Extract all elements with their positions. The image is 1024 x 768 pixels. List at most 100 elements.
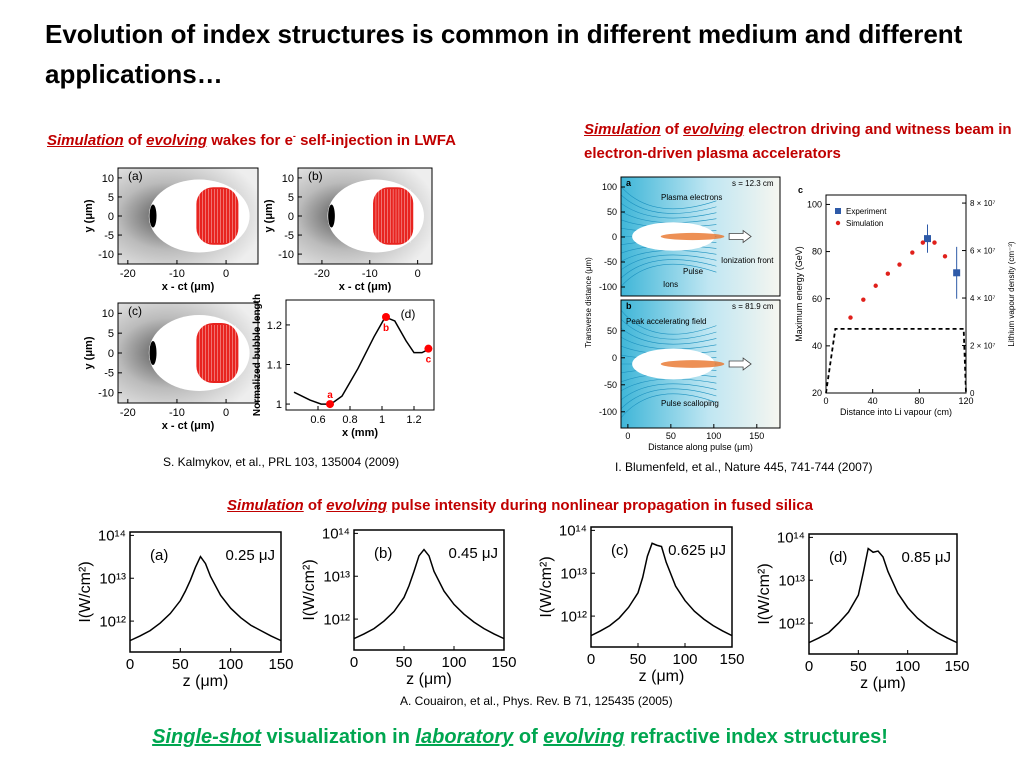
x-tick-label: 0	[223, 268, 229, 280]
x-axis-label: x (mm)	[342, 427, 378, 439]
citation: A. Couairon, et al., Phys. Rev. B 71, 12…	[400, 694, 673, 708]
electron-trajectory	[620, 250, 717, 262]
x-tick-label: 0	[126, 656, 134, 673]
y-tick-label: 1.1	[267, 359, 282, 371]
x-tick-label: 0.8	[342, 414, 357, 426]
x-tick-label: 120	[958, 396, 973, 406]
y-axis-label: Transverse distance (μm)	[584, 257, 593, 348]
y-tick-label: 0	[612, 353, 617, 363]
y-axis-label: I(W/cm²)	[756, 563, 773, 624]
panel-annotation: (a)	[150, 547, 168, 564]
y-tick-label: 60	[812, 294, 822, 304]
y-tick-label: 10¹⁴	[559, 523, 587, 540]
y2-tick-label: 2 × 10⁷	[970, 342, 995, 351]
y-axis-label: I(W/cm²)	[77, 561, 94, 622]
y-tick-label: 0	[612, 232, 617, 242]
heading-part: -	[292, 131, 296, 141]
point-label: b	[383, 323, 389, 334]
footer-part: refractive index structures!	[624, 726, 888, 748]
slide-title: Evolution of index structures is common …	[45, 19, 963, 89]
y-tick-label: 10¹³	[99, 570, 126, 587]
electron-trajectory	[620, 202, 717, 219]
panel-annotation: 0.45 μJ	[448, 545, 498, 562]
data-point	[924, 235, 931, 243]
x-tick-label: 100	[672, 651, 697, 668]
x-tick-label: 150	[491, 654, 516, 671]
y-axis-label: Maximum energy (GeV)	[794, 246, 804, 342]
y-axis-label: y (μm)	[83, 199, 95, 232]
series-line	[353, 548, 505, 640]
electron-trajectory	[620, 254, 717, 271]
y-tick-label: 10	[102, 173, 114, 185]
panel-annotation: s = 81.9 cm	[732, 302, 774, 311]
data-point	[873, 283, 878, 288]
figure-heading: Simulation of evolving wakes for e- self…	[47, 124, 527, 153]
plot-frame	[808, 533, 958, 655]
data-point	[942, 254, 948, 259]
x-tick-label: 0	[350, 654, 358, 671]
panel-annotation: s = 12.3 cm	[732, 179, 774, 188]
y-tick-label: 1	[276, 399, 282, 411]
y-tick-label: 20	[812, 388, 822, 398]
panel-annotation: Pulse scalloping	[661, 399, 719, 408]
heading-part: self-injection in LWFA	[295, 132, 456, 149]
series-line	[293, 316, 431, 405]
footer-part: Single-shot	[152, 726, 261, 748]
heading-part: electron driving and witness beam in ele…	[584, 121, 1012, 162]
x-tick-label: -20	[120, 268, 136, 280]
y-tick-label: 100	[602, 182, 617, 192]
density-spike	[328, 204, 335, 228]
y-tick-label: 5	[288, 192, 294, 204]
y-tick-label: 10¹⁴	[98, 528, 126, 545]
figure-heading: Simulation of evolving electron driving …	[584, 118, 1014, 166]
y-axis-label: y (μm)	[83, 336, 95, 369]
y-axis-label: I(W/cm²)	[538, 556, 555, 617]
panel-annotation: Ionization front	[721, 256, 774, 265]
x-tick-label: 50	[172, 656, 189, 673]
electron-trajectory	[620, 211, 717, 223]
x-axis-label: z (μm)	[406, 671, 452, 688]
data-point	[885, 271, 891, 276]
panel-annotation: (c)	[128, 304, 142, 318]
figure-heading: Simulation of evolving pulse intensity d…	[0, 494, 1024, 518]
y-tick-label: 1.2	[267, 320, 282, 332]
x-tick-label: -10	[362, 268, 378, 280]
point-label: a	[327, 390, 333, 401]
x-tick-label: 150	[749, 431, 764, 441]
x-tick-label: 80	[914, 396, 924, 406]
legend-label: Simulation	[846, 219, 883, 228]
x-tick-label: 40	[868, 396, 878, 406]
y-tick-label: 80	[812, 247, 822, 257]
x-axis-label: z (μm)	[183, 673, 229, 690]
y-tick-label: 10¹⁴	[322, 526, 350, 543]
plot-frame	[353, 529, 505, 651]
data-point	[920, 240, 926, 245]
data-point	[932, 240, 937, 245]
electron-trajectory	[620, 259, 717, 279]
x-tick-label: 50	[630, 651, 647, 668]
electron-trajectory	[620, 263, 717, 287]
y-tick-label: 10¹²	[99, 613, 126, 630]
panel-annotation: (d)	[401, 307, 416, 321]
panel-annotation: Peak accelerating field	[626, 317, 707, 326]
panel-annotation: b	[626, 301, 632, 311]
y-tick-label: -10	[98, 388, 114, 400]
heading-part: evolving	[683, 121, 745, 138]
heading-part: of	[123, 132, 147, 149]
data-point	[953, 269, 961, 277]
panel-annotation: Plasma electrons	[661, 193, 722, 202]
y-tick-label: 10¹²	[560, 608, 587, 625]
y-tick-label: 50	[607, 207, 617, 217]
x-tick-label: 100	[218, 656, 243, 673]
plot-frame	[285, 299, 435, 411]
data-point	[424, 344, 433, 353]
x-axis-label: x - ct (μm)	[162, 281, 215, 293]
x-tick-label: 50	[396, 654, 413, 671]
electron-trajectory	[620, 327, 717, 345]
plot-frame	[620, 299, 781, 429]
electron-trajectory	[620, 383, 717, 401]
legend-label: Experiment	[846, 207, 887, 216]
x-tick-label: 100	[441, 654, 466, 671]
x-tick-label: 0	[625, 431, 630, 441]
